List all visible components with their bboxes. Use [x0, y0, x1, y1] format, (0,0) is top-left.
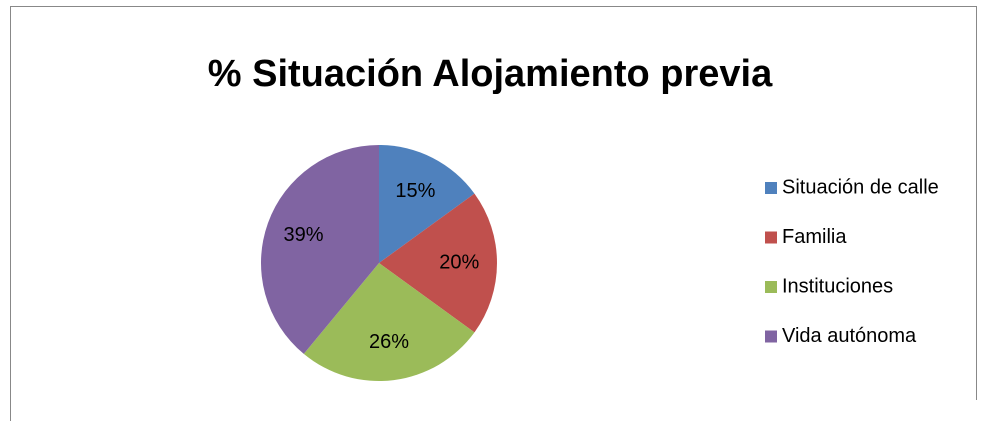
pie-slice [303, 263, 475, 381]
legend-swatch [765, 330, 777, 343]
data-label: 39% [283, 224, 323, 246]
chart-title: % Situación Alojamiento previa [208, 53, 773, 95]
data-label: 26% [369, 331, 409, 353]
data-label: 20% [439, 251, 479, 273]
legend-label: Vida autónoma [782, 325, 917, 347]
legend-swatch [765, 182, 777, 194]
legend-swatch [765, 231, 777, 244]
legend-label: Familia [782, 226, 847, 248]
data-label: 15% [395, 180, 435, 202]
chart-border [10, 6, 977, 421]
legend-label: Instituciones [782, 275, 893, 297]
pie-slice [379, 145, 475, 263]
legend-swatch [765, 281, 777, 293]
legend-label: Situación de calle [782, 176, 939, 198]
pie-slice [261, 145, 379, 354]
pie-slice [379, 193, 498, 333]
